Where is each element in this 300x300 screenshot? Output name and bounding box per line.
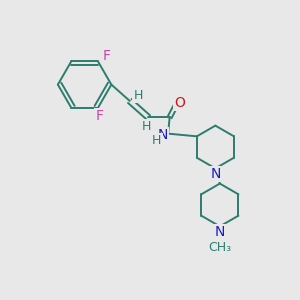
Text: CH₃: CH₃ [208, 241, 231, 254]
Text: F: F [95, 109, 104, 123]
Text: N: N [158, 128, 168, 142]
Text: H: H [142, 120, 152, 133]
Text: H: H [134, 89, 143, 102]
Text: O: O [174, 96, 185, 110]
Text: H: H [152, 134, 161, 147]
Text: N: N [210, 167, 220, 181]
Text: F: F [102, 49, 110, 62]
Text: N: N [215, 225, 225, 239]
